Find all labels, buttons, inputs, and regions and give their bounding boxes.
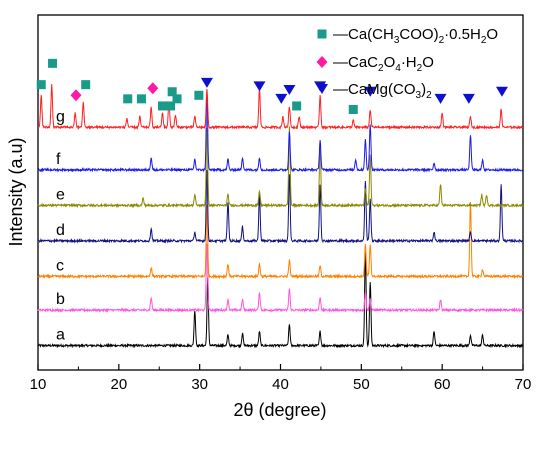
legend-marker-ca_acetate	[317, 29, 327, 39]
series-line-f	[37, 91, 524, 173]
plot-frame	[37, 14, 524, 371]
series-layer	[37, 83, 524, 349]
ca_acetate-marker	[172, 94, 182, 104]
ca_acetate-marker	[166, 101, 176, 111]
camg_carbonate-marker	[434, 93, 447, 104]
x-tick-label: 40	[272, 376, 289, 393]
series-label-d: d	[56, 222, 65, 239]
legend-label-camg_carbonate: —CaMg(CO3)2	[333, 81, 432, 101]
ca_acetate-marker	[348, 105, 358, 114]
ca_acetate-marker	[48, 58, 58, 68]
ca_acetate-marker	[123, 94, 133, 104]
camg_carbonate-marker	[200, 77, 213, 88]
series-line-b	[37, 243, 524, 314]
ca_acetate-marker	[81, 80, 91, 90]
series-label-g: g	[56, 108, 65, 125]
series-line-c	[37, 202, 524, 280]
y-axis-label: Intensity (a.u)	[6, 137, 26, 246]
series-label-e: e	[56, 186, 65, 203]
camg_carbonate-marker	[495, 86, 508, 97]
ca_acetate-marker	[292, 101, 302, 111]
legend-label-ca_oxalate: —CaC2O4·H2O	[333, 54, 434, 74]
x-tick-label: 30	[191, 376, 208, 393]
camg_carbonate-marker	[253, 81, 266, 92]
camg_carbonate-marker	[462, 93, 475, 104]
series-line-g	[37, 83, 524, 131]
legend: —Ca(CH3COO)2·0.5H2O —CaC2O4·H2O —CaMg(CO3)…	[316, 26, 498, 101]
series-line-d	[37, 170, 524, 244]
series-label-b: b	[56, 291, 65, 308]
series-line-e	[37, 126, 524, 209]
series-label-a: a	[56, 327, 65, 344]
camg_carbonate-marker	[283, 84, 296, 95]
camg_carbonate-marker	[275, 93, 288, 104]
series-label-c: c	[56, 257, 64, 274]
ca_acetate-marker	[167, 87, 177, 97]
x-tick-label: 50	[353, 376, 370, 393]
camg_carbonate-marker	[364, 86, 377, 97]
x-axis-label: 2θ (degree)	[233, 400, 326, 420]
legend-marker-camg_carbonate	[316, 84, 328, 94]
ca_oxalate-marker	[70, 89, 82, 102]
x-tick-label: 70	[515, 376, 532, 393]
ca_oxalate-marker	[147, 82, 159, 95]
ca_acetate-marker	[136, 94, 146, 104]
series-label-layer: a bc d e f g	[56, 108, 65, 343]
ca_acetate-marker	[194, 90, 204, 100]
x-tick-label: 60	[434, 376, 451, 393]
series-label-f: f	[56, 151, 61, 168]
x-tick-label: 10	[30, 376, 47, 393]
phase-marker-layer	[36, 58, 508, 114]
legend-marker-ca_oxalate	[316, 56, 328, 68]
ca_acetate-marker	[36, 80, 46, 90]
x-tick-label: 20	[110, 376, 127, 393]
legend-label-ca_acetate: —Ca(CH3COO)2·0.5H2O	[333, 26, 498, 46]
ca_acetate-marker	[157, 101, 167, 111]
x-axis: 10 20 30 40 50 60 70	[30, 364, 532, 393]
series-line-a	[37, 248, 524, 349]
